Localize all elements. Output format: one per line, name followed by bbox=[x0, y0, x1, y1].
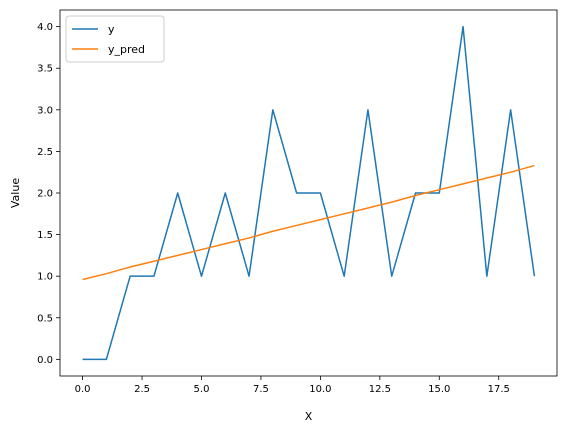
series-layer bbox=[82, 25, 536, 361]
x-axis-ticks: 0.0 2.5 5.0 7.5 10.0 12.5 15.0 17.5 bbox=[75, 376, 510, 395]
y-tick-label: 0.5 bbox=[37, 313, 53, 324]
y-tick-label: 1.5 bbox=[37, 230, 53, 241]
legend-box bbox=[65, 15, 165, 63]
x-tick-label: 12.5 bbox=[369, 384, 391, 395]
y-tick-label: 2.5 bbox=[37, 147, 53, 158]
x-tick-label: 2.5 bbox=[134, 384, 150, 395]
x-tick-label: 15.0 bbox=[428, 384, 450, 395]
y-tick-label: 1.0 bbox=[37, 272, 53, 283]
x-tick-label: 5.0 bbox=[194, 384, 210, 395]
legend-label: y bbox=[108, 23, 115, 36]
x-tick-label: 0.0 bbox=[75, 384, 91, 395]
series-line-y-pred bbox=[82, 164, 535, 281]
legend: y y_pred bbox=[65, 15, 165, 63]
y-tick-label: 3.0 bbox=[37, 105, 53, 116]
x-tick-label: 17.5 bbox=[488, 384, 510, 395]
y-axis-label: Value bbox=[9, 178, 22, 208]
series-line-y bbox=[82, 25, 536, 361]
x-axis-label: X bbox=[305, 410, 313, 423]
x-tick-label: 10.0 bbox=[309, 384, 331, 395]
x-tick-label: 7.5 bbox=[253, 384, 269, 395]
y-tick-label: 0.0 bbox=[37, 355, 53, 366]
y-axis-ticks: 0.0 0.5 1.0 1.5 2.0 2.5 3.0 3.5 4.0 bbox=[37, 22, 60, 366]
y-tick-label: 3.5 bbox=[37, 64, 53, 75]
y-tick-label: 4.0 bbox=[37, 22, 53, 33]
plot-frame bbox=[59, 9, 558, 377]
legend-label: y_pred bbox=[108, 43, 145, 56]
y-tick-label: 2.0 bbox=[37, 189, 53, 200]
